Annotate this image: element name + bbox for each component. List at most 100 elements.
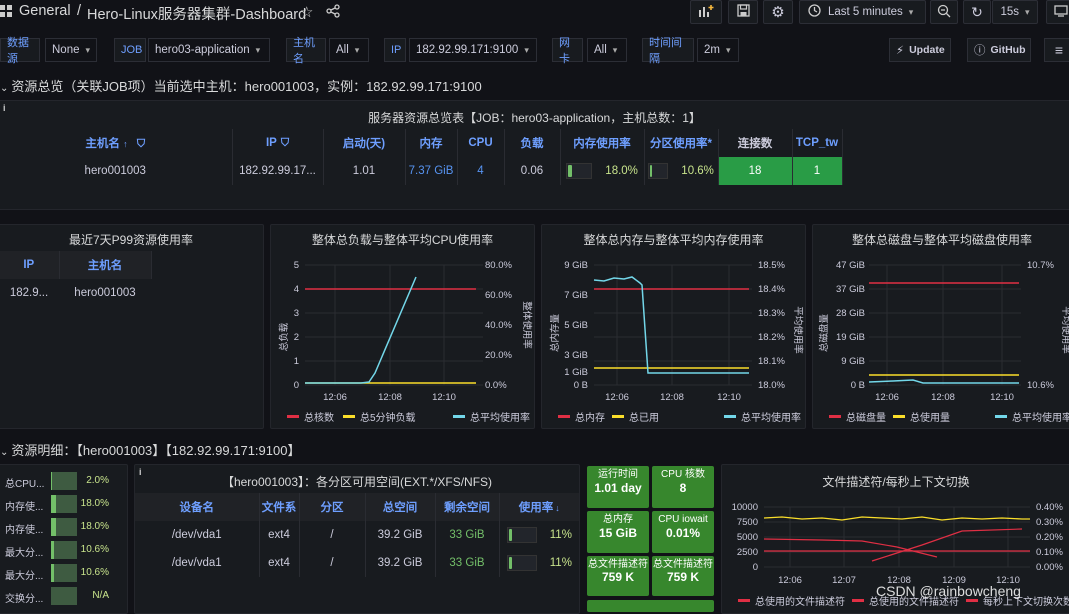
legend-item[interactable]: 总已用 <box>612 409 659 424</box>
stat-cpu-cores[interactable]: CPU 核数 8 <box>652 466 714 508</box>
y2-tick: 18.4% <box>758 284 785 295</box>
row-header-details[interactable]: ⌄ 资源明细：【hero001003】【182.92.99.171:9100】 <box>0 440 300 459</box>
info-icon[interactable]: i <box>139 467 142 477</box>
legend-item[interactable]: 总使用的文件描述符 <box>852 593 959 608</box>
usage-bar <box>506 527 537 543</box>
partition-table: 设备名 文件系 分区 总空间 剩余空间 使用率 ↓ /dev/vda1 ext4 … <box>135 493 579 577</box>
column-header-connections[interactable]: 连接数 <box>718 129 793 157</box>
share-icon[interactable] <box>326 4 340 21</box>
stat-file-descriptors-2[interactable]: 总文件描述符 759 K <box>652 556 714 596</box>
series-line-context-switches <box>763 516 1030 521</box>
legend-item[interactable]: 总平均使用率 <box>995 409 1069 424</box>
menu-button[interactable]: ≡ <box>1044 38 1069 62</box>
x-tick: 12:08 <box>931 392 955 403</box>
variable-select-datasource[interactable]: None ▾ <box>45 38 97 62</box>
bar-gauge-label: 内存使... <box>5 525 44 536</box>
column-header-uptime[interactable]: 启动(天) <box>323 129 406 157</box>
star-icon[interactable]: ☆ <box>300 4 314 21</box>
legend-item[interactable]: 总5分钟负载 <box>343 409 416 424</box>
watermark: CSDN @rainbowcheng <box>876 583 1021 599</box>
column-header-usage[interactable]: 使用率 ↓ <box>499 493 579 521</box>
variable-select-hostname[interactable]: All ▾ <box>329 38 369 62</box>
stat-cpu-iowait[interactable]: CPU iowait 0.01% <box>652 511 714 553</box>
column-header-mem-usage[interactable]: 内存使用率 <box>560 129 645 157</box>
column-header-hostname[interactable]: 主机名 <box>59 251 152 279</box>
column-header-memory[interactable]: 内存 <box>405 129 458 157</box>
legend-item[interactable]: 每秒上下文切换次数 <box>966 593 1069 608</box>
legend-item[interactable]: 总平均使用率 <box>453 409 530 424</box>
stat-total-memory[interactable]: 总内存 15 GiB <box>587 511 649 553</box>
dashboard-title[interactable]: Hero-Linux服务器集群-Dashboard <box>87 7 307 23</box>
filter-icon[interactable]: ⛉ <box>136 138 146 150</box>
legend-item[interactable]: 总使用量 <box>893 409 950 424</box>
cell-total: 39.2 GiB <box>365 521 436 549</box>
variable-select-job[interactable]: hero03-application ▾ <box>148 38 270 62</box>
y2-tick: 10.6% <box>1027 380 1054 391</box>
column-header-ip[interactable]: IP ⛉ <box>232 129 324 157</box>
grid <box>594 264 752 386</box>
bar-gauge-bg <box>51 587 77 605</box>
variable-select-interval[interactable]: 2m ▾ <box>697 38 739 62</box>
y-tick: 3 GiB <box>564 350 588 361</box>
refresh-interval-picker[interactable]: 15s ▾ <box>992 0 1038 24</box>
add-panel-button[interactable] <box>690 0 722 24</box>
column-header-mount[interactable]: 分区 <box>299 493 366 521</box>
variable-label-interval: 时间间隔 <box>642 37 694 65</box>
stat-label: CPU iowait <box>658 514 708 525</box>
time-picker[interactable]: Last 5 minutes ▾ <box>799 0 926 24</box>
bar-gauge-track <box>51 472 77 490</box>
column-header-free[interactable]: 剩余空间 <box>435 493 500 521</box>
stat-tile-partial[interactable] <box>587 600 714 612</box>
refresh-button[interactable]: ↻ <box>963 0 991 24</box>
legend-label: 总核数 <box>304 413 334 424</box>
bar-gauge-bg <box>51 495 77 513</box>
column-header-load[interactable]: 负载 <box>504 129 561 157</box>
column-header-hostname[interactable]: 主机名 ↑ ⛉ <box>0 129 233 157</box>
table-row[interactable]: 182.9... hero001003 <box>0 279 151 307</box>
breadcrumb-root[interactable]: General <box>19 3 71 19</box>
tv-mode-button[interactable] <box>1046 0 1069 24</box>
update-link-button[interactable]: ⚡ Update <box>889 38 951 62</box>
bar-gauge-label: 最大分... <box>5 571 44 582</box>
column-header-tcp-tw[interactable]: TCP_tw <box>792 129 843 157</box>
stat-uptime[interactable]: 运行时间 1.01 day <box>587 466 649 508</box>
column-header-disk-usage[interactable]: 分区使用率* <box>644 129 719 157</box>
variable-select-ip[interactable]: 182.92.99.171:9100 ▾ <box>409 38 537 62</box>
legend-item[interactable]: 总磁盘量 <box>829 409 886 424</box>
github-label: GitHub <box>990 44 1026 56</box>
row-header-overview[interactable]: ⌄ 资源总览（关联JOB项）当前选中主机：hero001003，实例：182.92… <box>0 76 482 95</box>
column-header-ip[interactable]: IP <box>0 251 60 279</box>
legend-swatch <box>453 415 465 418</box>
settings-button[interactable]: ⚙ <box>763 0 793 24</box>
stat-file-descriptors[interactable]: 总文件描述符 759 K <box>587 556 649 596</box>
github-link-button[interactable]: ⓘ GitHub <box>967 38 1031 62</box>
column-header-total[interactable]: 总空间 <box>365 493 436 521</box>
hamburger-icon: ≡ <box>1054 42 1064 58</box>
variable-select-nic[interactable]: All ▾ <box>587 38 627 62</box>
save-dashboard-button[interactable] <box>728 0 758 24</box>
column-header-fs[interactable]: 文件系 <box>259 493 300 521</box>
y2-tick: 18.0% <box>758 380 785 391</box>
zoom-out-button[interactable] <box>930 0 958 24</box>
filter-icon[interactable]: ⛉ <box>280 136 290 149</box>
table-header-row: 主机名 ↑ ⛉ IP ⛉ 启动(天) 内存 CPU 负载 内存使用率 分区使用率*… <box>0 129 843 157</box>
table-row[interactable]: /dev/vda1 ext4 / 39.2 GiB 33 GiB 11% <box>135 521 579 549</box>
y-tick: 28 GiB <box>836 308 865 319</box>
y2-axis-label: 整体使用率 <box>521 301 533 349</box>
legend-label: 总平均使用率 <box>470 413 530 424</box>
info-icon[interactable]: i <box>3 103 6 113</box>
table-row[interactable]: hero001003 182.92.99.17... 1.01 7.37 GiB… <box>0 157 843 185</box>
bar-gauge-track <box>51 541 77 559</box>
legend-item[interactable]: 总内存 <box>558 409 605 424</box>
top-navbar: General / Hero-Linux服务器集群-Dashboard ☆ ⚙ … <box>0 0 1069 26</box>
column-header-device[interactable]: 设备名 <box>135 493 260 521</box>
legend-item[interactable]: 总使用的文件描述符 <box>738 593 845 608</box>
disk-chart-panel: 整体总磁盘与整体平均磁盘使用率 47 GiB 37 GiB 28 GiB 19 … <box>812 224 1069 429</box>
dashboards-grid-icon[interactable] <box>0 5 12 18</box>
refresh-interval-label: 15s <box>1000 6 1019 18</box>
chevron-down-icon: ▾ <box>908 6 914 17</box>
column-header-cpu[interactable]: CPU <box>457 129 505 157</box>
legend-item[interactable]: 总核数 <box>287 409 334 424</box>
table-row[interactable]: /dev/vda1 ext4 / 39.2 GiB 33 GiB 11% <box>135 549 579 577</box>
legend-item[interactable]: 总平均使用率 <box>724 409 801 424</box>
